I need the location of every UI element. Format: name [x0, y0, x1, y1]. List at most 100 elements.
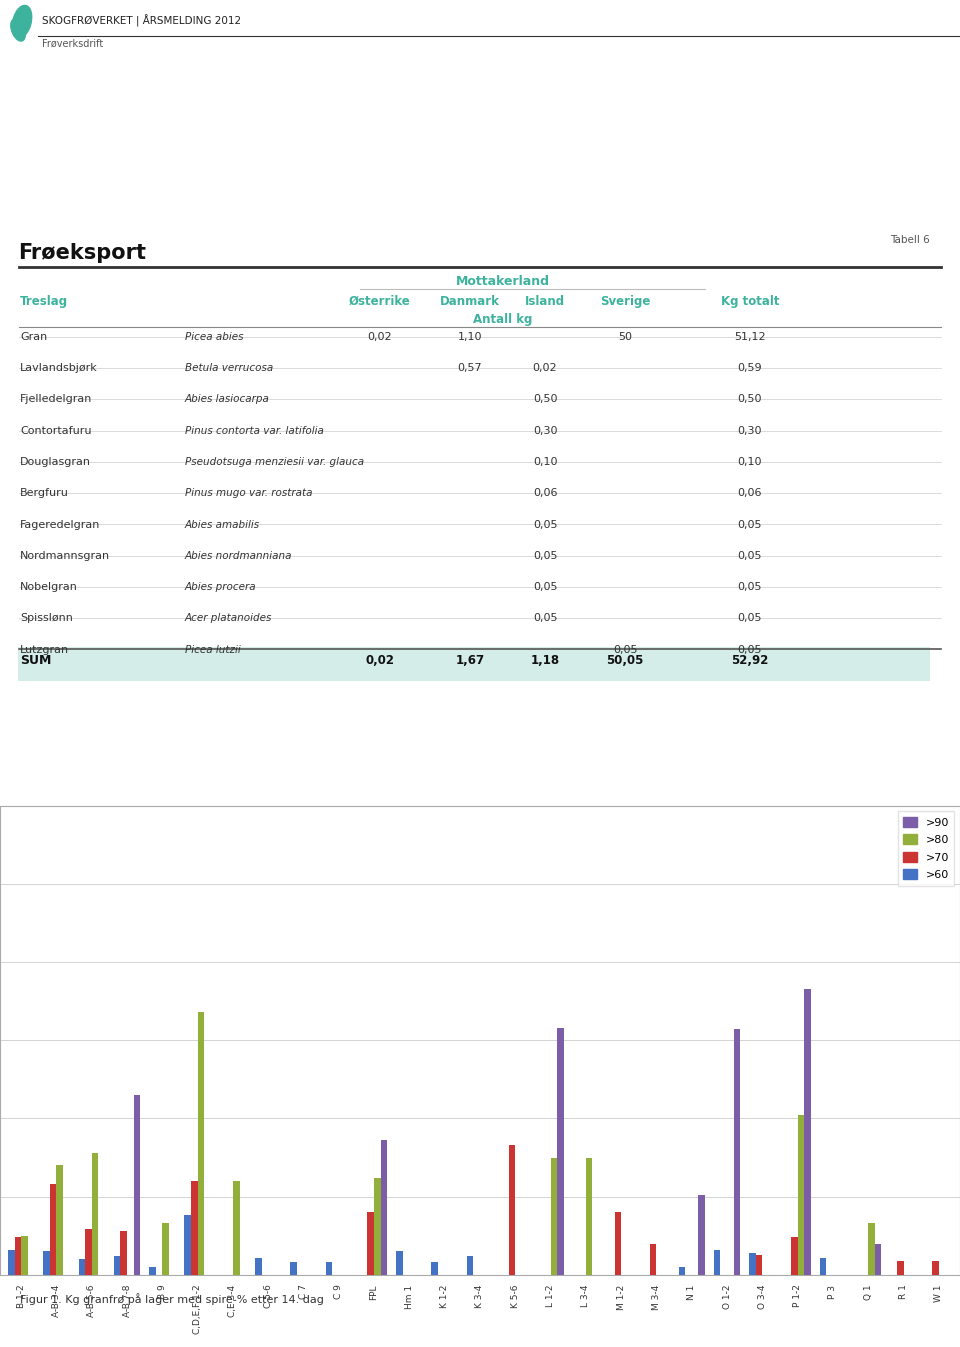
- Text: 0,30: 0,30: [533, 426, 557, 435]
- Legend: >90, >80, >70, >60: >90, >80, >70, >60: [898, 811, 954, 885]
- Text: 0,05: 0,05: [612, 645, 637, 655]
- Text: 0,05: 0,05: [533, 613, 557, 624]
- FancyBboxPatch shape: [18, 647, 930, 680]
- Text: Contortafuru: Contortafuru: [20, 426, 91, 435]
- Text: Pinus contorta var. latifolia: Pinus contorta var. latifolia: [185, 426, 324, 435]
- Text: Fjelledelgran: Fjelledelgran: [20, 395, 92, 404]
- Text: Abies lasiocarpa: Abies lasiocarpa: [185, 395, 270, 404]
- Bar: [21, 1235, 28, 1274]
- Text: Antall kg: Antall kg: [473, 313, 532, 326]
- Bar: [698, 1195, 705, 1274]
- Bar: [14, 1238, 21, 1274]
- Bar: [650, 1243, 657, 1274]
- Text: Figur 1. Kg granfrø på lager med spire-% etter 14. dag: Figur 1. Kg granfrø på lager med spire-%…: [20, 1293, 324, 1305]
- Text: Nordmannsgran: Nordmannsgran: [20, 551, 110, 560]
- Text: Betula verrucosa: Betula verrucosa: [185, 364, 274, 373]
- Bar: [509, 1145, 516, 1274]
- Bar: [798, 1115, 804, 1274]
- Text: 0,05: 0,05: [737, 520, 762, 529]
- Text: 0,10: 0,10: [737, 457, 762, 467]
- Text: 17: 17: [873, 1304, 923, 1339]
- Bar: [557, 1028, 564, 1274]
- Ellipse shape: [11, 19, 25, 42]
- Text: 0,06: 0,06: [737, 489, 762, 498]
- Bar: [191, 1181, 198, 1274]
- Text: 51,12: 51,12: [734, 331, 766, 342]
- Text: Sverige: Sverige: [600, 295, 650, 307]
- Text: 0,50: 0,50: [533, 395, 557, 404]
- Bar: [868, 1223, 875, 1274]
- Text: Abies procera: Abies procera: [185, 582, 256, 593]
- Text: 0,06: 0,06: [533, 489, 557, 498]
- Bar: [162, 1223, 169, 1274]
- Text: Fageredelgran: Fageredelgran: [20, 520, 101, 529]
- Bar: [551, 1157, 557, 1274]
- Text: 0,05: 0,05: [533, 520, 557, 529]
- Bar: [733, 1029, 740, 1274]
- Text: 50,05: 50,05: [607, 655, 644, 667]
- Text: Kg totalt: Kg totalt: [721, 295, 780, 307]
- Bar: [233, 1181, 240, 1274]
- Text: 0,05: 0,05: [737, 582, 762, 593]
- Ellipse shape: [12, 5, 32, 38]
- Text: Nobelgran: Nobelgran: [20, 582, 78, 593]
- Text: 0,02: 0,02: [368, 331, 393, 342]
- Text: Gran: Gran: [20, 331, 47, 342]
- Bar: [614, 1212, 621, 1274]
- Bar: [325, 1262, 332, 1274]
- Bar: [85, 1230, 92, 1274]
- Text: Frøeksport: Frøeksport: [18, 242, 146, 263]
- Bar: [586, 1157, 592, 1274]
- Text: 0,05: 0,05: [737, 645, 762, 655]
- Text: SKOGFRØVERKET | ÅRSMELDING 2012: SKOGFRØVERKET | ÅRSMELDING 2012: [42, 15, 241, 27]
- Bar: [198, 1012, 204, 1274]
- Text: Spisslønn: Spisslønn: [20, 613, 73, 624]
- Bar: [431, 1262, 438, 1274]
- Bar: [92, 1153, 98, 1274]
- Text: 0,02: 0,02: [366, 655, 395, 667]
- Bar: [290, 1262, 297, 1274]
- Text: 0,59: 0,59: [737, 364, 762, 373]
- Bar: [184, 1215, 191, 1274]
- Bar: [791, 1238, 798, 1274]
- Bar: [756, 1254, 762, 1274]
- Bar: [820, 1258, 827, 1274]
- Bar: [368, 1212, 374, 1274]
- Bar: [120, 1231, 127, 1274]
- Bar: [396, 1251, 403, 1274]
- Bar: [149, 1268, 156, 1274]
- Bar: [381, 1141, 387, 1274]
- Bar: [57, 1165, 63, 1274]
- Text: 0,05: 0,05: [533, 582, 557, 593]
- Bar: [749, 1253, 756, 1274]
- Text: Treslag: Treslag: [20, 295, 68, 307]
- Text: 1,10: 1,10: [458, 331, 482, 342]
- Text: Picea abies: Picea abies: [185, 331, 244, 342]
- Text: 0,05: 0,05: [737, 613, 762, 624]
- Bar: [79, 1259, 85, 1274]
- Bar: [932, 1261, 939, 1274]
- Text: 50: 50: [618, 331, 632, 342]
- Text: 52,92: 52,92: [732, 655, 769, 667]
- Text: Danmark: Danmark: [440, 295, 500, 307]
- Bar: [875, 1243, 881, 1274]
- Text: 0,30: 0,30: [737, 426, 762, 435]
- Text: Abies amabilis: Abies amabilis: [185, 520, 260, 529]
- Text: Frøverksdrift: Frøverksdrift: [42, 39, 104, 48]
- Text: Pinus mugo var. rostrata: Pinus mugo var. rostrata: [185, 489, 313, 498]
- Text: Douglasgran: Douglasgran: [20, 457, 91, 467]
- Text: Lutzgran: Lutzgran: [20, 645, 69, 655]
- Text: 0,05: 0,05: [533, 551, 557, 560]
- Text: Lavlandsbjørk: Lavlandsbjørk: [20, 364, 98, 373]
- Bar: [114, 1257, 120, 1274]
- Text: Acer platanoides: Acer platanoides: [185, 613, 273, 624]
- Text: 1,67: 1,67: [455, 655, 485, 667]
- Bar: [897, 1261, 903, 1274]
- Bar: [133, 1095, 140, 1274]
- Text: Picea lutzii: Picea lutzii: [185, 645, 241, 655]
- Text: 0,57: 0,57: [458, 364, 482, 373]
- Text: Abies nordmanniana: Abies nordmanniana: [185, 551, 293, 560]
- Text: Mottakerland: Mottakerland: [455, 275, 549, 288]
- Text: 1,18: 1,18: [531, 655, 560, 667]
- Bar: [50, 1184, 57, 1274]
